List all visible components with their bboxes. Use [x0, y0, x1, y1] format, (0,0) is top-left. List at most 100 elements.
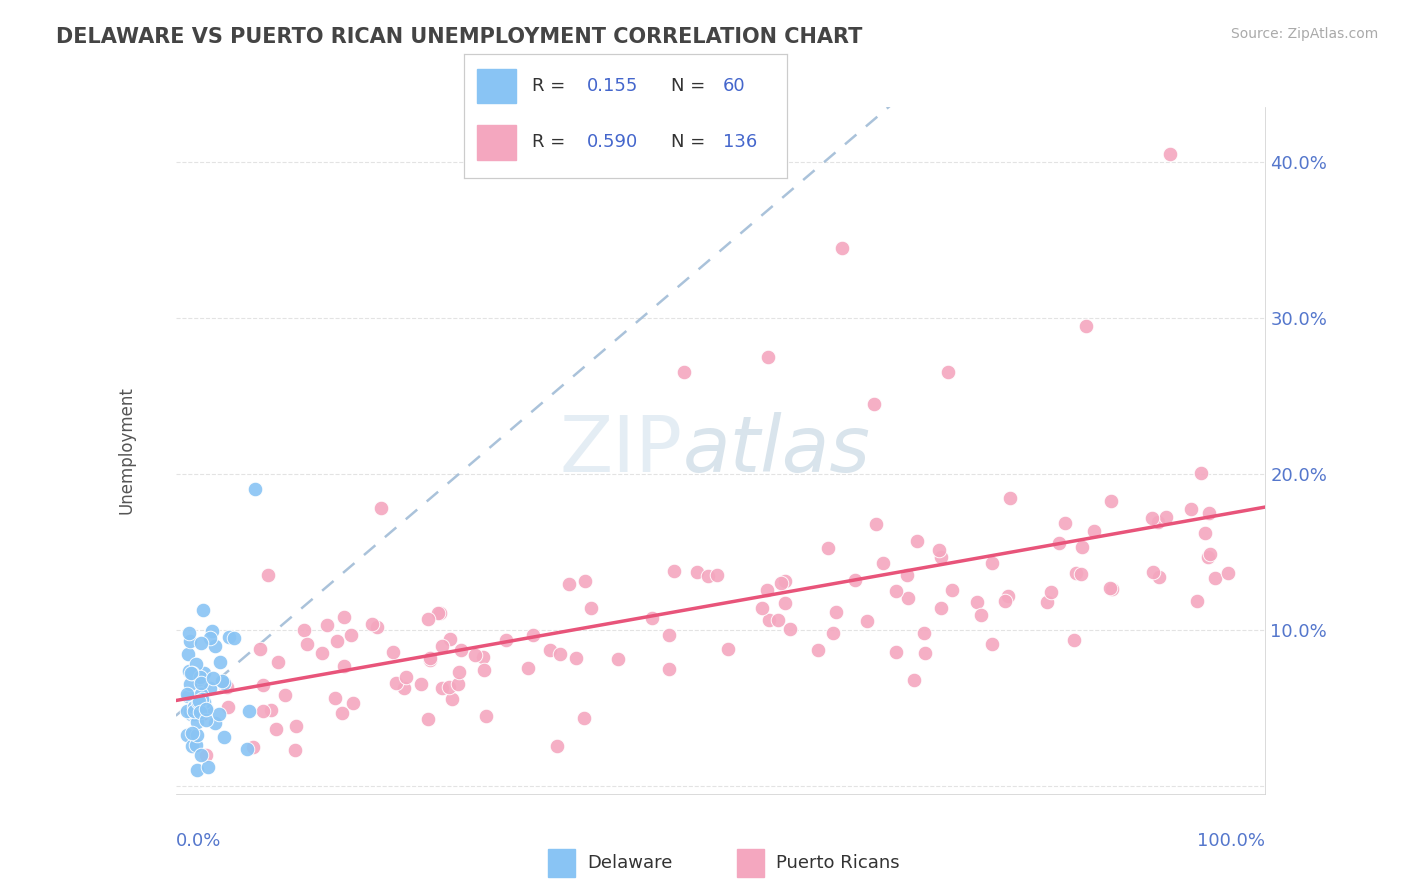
Point	[176, 704, 198, 718]
Point	[176, 647, 198, 661]
Point	[197, 760, 219, 774]
Point	[180, 726, 202, 740]
Point	[844, 573, 866, 587]
Point	[180, 666, 202, 681]
Point	[1063, 632, 1085, 647]
Point	[211, 674, 233, 689]
Point	[208, 707, 231, 722]
Point	[184, 738, 207, 752]
Point	[981, 556, 1004, 570]
Point	[1159, 146, 1181, 161]
Point	[903, 673, 925, 687]
Point	[201, 624, 224, 638]
Bar	[548, 849, 575, 877]
Point	[195, 703, 218, 717]
Point	[183, 707, 205, 722]
Point	[316, 618, 339, 632]
Text: Puerto Ricans: Puerto Ricans	[776, 854, 900, 872]
Point	[472, 664, 495, 678]
Point	[1070, 541, 1092, 555]
Point	[188, 670, 211, 684]
Point	[177, 665, 200, 679]
Point	[208, 656, 231, 670]
Point	[450, 642, 472, 657]
Point	[905, 534, 928, 549]
Text: DELAWARE VS PUERTO RICAN UNEMPLOYMENT CORRELATION CHART: DELAWARE VS PUERTO RICAN UNEMPLOYMENT CO…	[56, 27, 863, 46]
Point	[936, 366, 959, 380]
Point	[267, 656, 290, 670]
Bar	[477, 125, 516, 160]
Point	[758, 613, 780, 627]
Point	[323, 691, 346, 706]
Point	[201, 671, 224, 685]
Point	[179, 705, 201, 719]
Point	[1147, 569, 1170, 583]
Point	[191, 603, 214, 617]
Point	[756, 582, 779, 597]
Point	[204, 716, 226, 731]
Bar	[737, 849, 765, 877]
Text: R =: R =	[531, 77, 571, 95]
Point	[824, 605, 846, 619]
Point	[1053, 516, 1076, 530]
Point	[429, 606, 451, 620]
Point	[574, 574, 596, 588]
Point	[495, 633, 517, 648]
Point	[190, 676, 212, 690]
Point	[200, 681, 222, 695]
Point	[252, 705, 274, 719]
Point	[997, 589, 1019, 603]
Point	[194, 747, 217, 762]
Point	[872, 556, 894, 570]
Point	[1142, 565, 1164, 579]
Point	[186, 657, 208, 672]
Point	[775, 596, 797, 610]
Point	[190, 636, 212, 650]
Point	[366, 620, 388, 634]
Point	[929, 600, 952, 615]
Point	[1187, 593, 1209, 607]
Point	[1074, 318, 1097, 333]
Point	[273, 689, 295, 703]
Point	[966, 595, 988, 609]
Point	[672, 366, 695, 380]
Point	[641, 611, 664, 625]
Point	[333, 610, 356, 624]
Point	[198, 631, 221, 645]
Point	[342, 696, 364, 710]
Point	[190, 672, 212, 686]
Point	[658, 662, 681, 676]
Point	[547, 739, 569, 753]
Point	[191, 691, 214, 706]
Point	[249, 642, 271, 657]
Point	[183, 704, 205, 718]
Point	[856, 614, 879, 628]
Point	[214, 675, 236, 690]
Point	[1156, 510, 1178, 524]
Point	[928, 543, 950, 558]
Point	[969, 608, 991, 623]
Point	[522, 628, 544, 642]
Point	[914, 646, 936, 660]
Point	[292, 623, 315, 637]
Point	[190, 687, 212, 701]
Point	[187, 695, 209, 709]
Point	[865, 516, 887, 531]
Point	[187, 700, 209, 714]
Point	[361, 616, 384, 631]
Text: Unemployment: Unemployment	[118, 386, 136, 515]
Text: Delaware: Delaware	[588, 854, 672, 872]
Point	[183, 700, 205, 714]
Point	[1040, 584, 1063, 599]
Point	[187, 672, 209, 686]
Point	[770, 575, 793, 590]
Point	[418, 651, 440, 665]
Text: N =: N =	[671, 77, 711, 95]
Point	[193, 695, 215, 709]
Point	[697, 569, 720, 583]
Point	[773, 574, 796, 589]
Text: ZIP: ZIP	[560, 412, 682, 489]
Point	[538, 642, 561, 657]
Point	[558, 577, 581, 591]
Point	[179, 634, 201, 648]
